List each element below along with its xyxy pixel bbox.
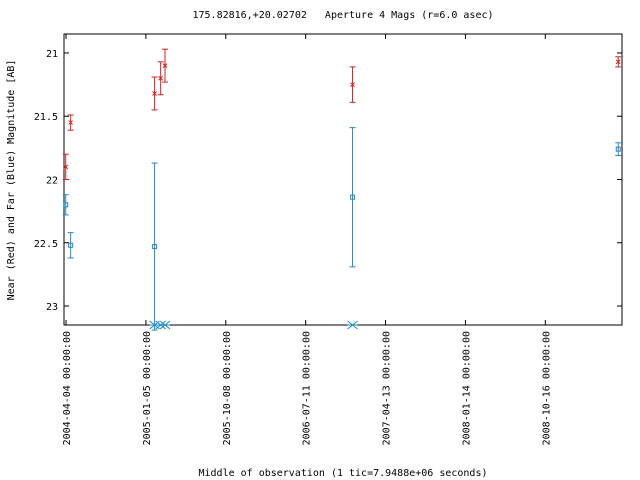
x-tick-label: 2008-10-16 00:00:00 xyxy=(541,331,552,445)
x-tick-label: 2007-04-13 00:00:00 xyxy=(382,331,393,445)
x-axis-label: Middle of observation (1 tic=7.9488e+06 … xyxy=(199,468,488,479)
y-tick-label: 21 xyxy=(46,49,58,60)
y-tick-label: 21.5 xyxy=(34,112,58,123)
data-point-near xyxy=(350,82,355,87)
data-point-far xyxy=(63,202,69,208)
data-marks xyxy=(62,48,622,331)
data-point-limit xyxy=(159,320,171,330)
y-axis-label: Near (Red) and Far (Blue) Magnitude [AB] xyxy=(6,60,17,301)
data-point-near xyxy=(158,75,164,81)
chart-title: 175.82816,+20.02702 Aperture 4 Mags (r=6… xyxy=(192,10,493,21)
x-tick-label: 2008-01-14 00:00:00 xyxy=(461,331,472,445)
data-point-near xyxy=(152,91,157,96)
data-point-limit xyxy=(347,320,358,330)
data-point-near xyxy=(68,120,74,125)
data-point-far xyxy=(615,146,621,152)
x-tick-label: 2006-07-11 00:00:00 xyxy=(302,331,313,445)
x-tick-label: 2005-10-08 00:00:00 xyxy=(222,331,233,445)
plot-frame: 21 21.5 22 22.5 23 2004-04-04 00:00:00 2005-01… xyxy=(34,33,623,445)
x-tick-label: 2004-04-04 00:00:00 xyxy=(62,331,73,445)
data-point-near xyxy=(615,59,621,65)
data-point-far xyxy=(152,244,158,250)
plot-border xyxy=(63,33,623,326)
y-tick-label: 22.5 xyxy=(34,239,58,250)
x-tick-label: 2005-01-05 00:00:00 xyxy=(142,331,153,445)
data-point-near xyxy=(63,164,69,170)
y-tick-label: 23 xyxy=(46,302,58,313)
y-tick-label: 22 xyxy=(46,176,58,187)
data-point-near xyxy=(162,63,168,68)
data-point-far xyxy=(350,194,356,200)
data-point-far xyxy=(68,242,74,248)
